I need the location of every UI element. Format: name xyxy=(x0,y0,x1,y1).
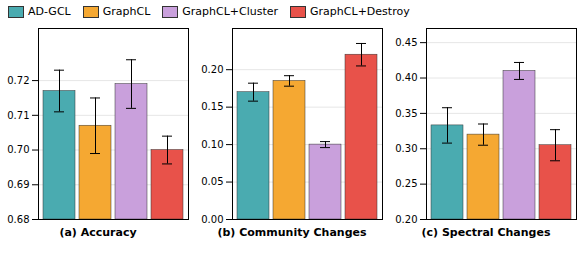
html-text:(b) Community Changes: (b) Community Changes xyxy=(217,226,367,239)
svg-text:0.15: 0.15 xyxy=(201,101,223,112)
html-text:GraphCL: GraphCL xyxy=(102,5,151,18)
html-text:(a) Accuracy: (a) Accuracy xyxy=(59,226,137,239)
html-text:GraphCL+Destroy: GraphCL+Destroy xyxy=(310,5,410,18)
svg-text:0.45: 0.45 xyxy=(395,37,417,48)
svg-text:0.40: 0.40 xyxy=(395,72,417,83)
html-text:GraphCL+Cluster: GraphCL+Cluster xyxy=(182,5,279,18)
svg-text:0.70: 0.70 xyxy=(7,144,29,155)
svg-text:0.10: 0.10 xyxy=(201,139,223,150)
svg-text:0.05: 0.05 xyxy=(201,176,223,187)
svg-text:0.68: 0.68 xyxy=(7,214,29,225)
svg-text:0.71: 0.71 xyxy=(7,110,29,121)
html-text:AD-GCL: AD-GCL xyxy=(28,5,71,18)
svg-text:0.72: 0.72 xyxy=(7,75,29,86)
svg-text:0.25: 0.25 xyxy=(395,178,417,189)
svg-text:0.20: 0.20 xyxy=(201,64,223,75)
svg-text:0.00: 0.00 xyxy=(201,214,223,225)
svg-text:0.20: 0.20 xyxy=(395,214,417,225)
html-text:(c) Spectral Changes: (c) Spectral Changes xyxy=(421,226,551,239)
svg-text:0.30: 0.30 xyxy=(395,143,417,154)
svg-text:0.69: 0.69 xyxy=(7,179,29,190)
svg-text:0.35: 0.35 xyxy=(395,108,417,119)
